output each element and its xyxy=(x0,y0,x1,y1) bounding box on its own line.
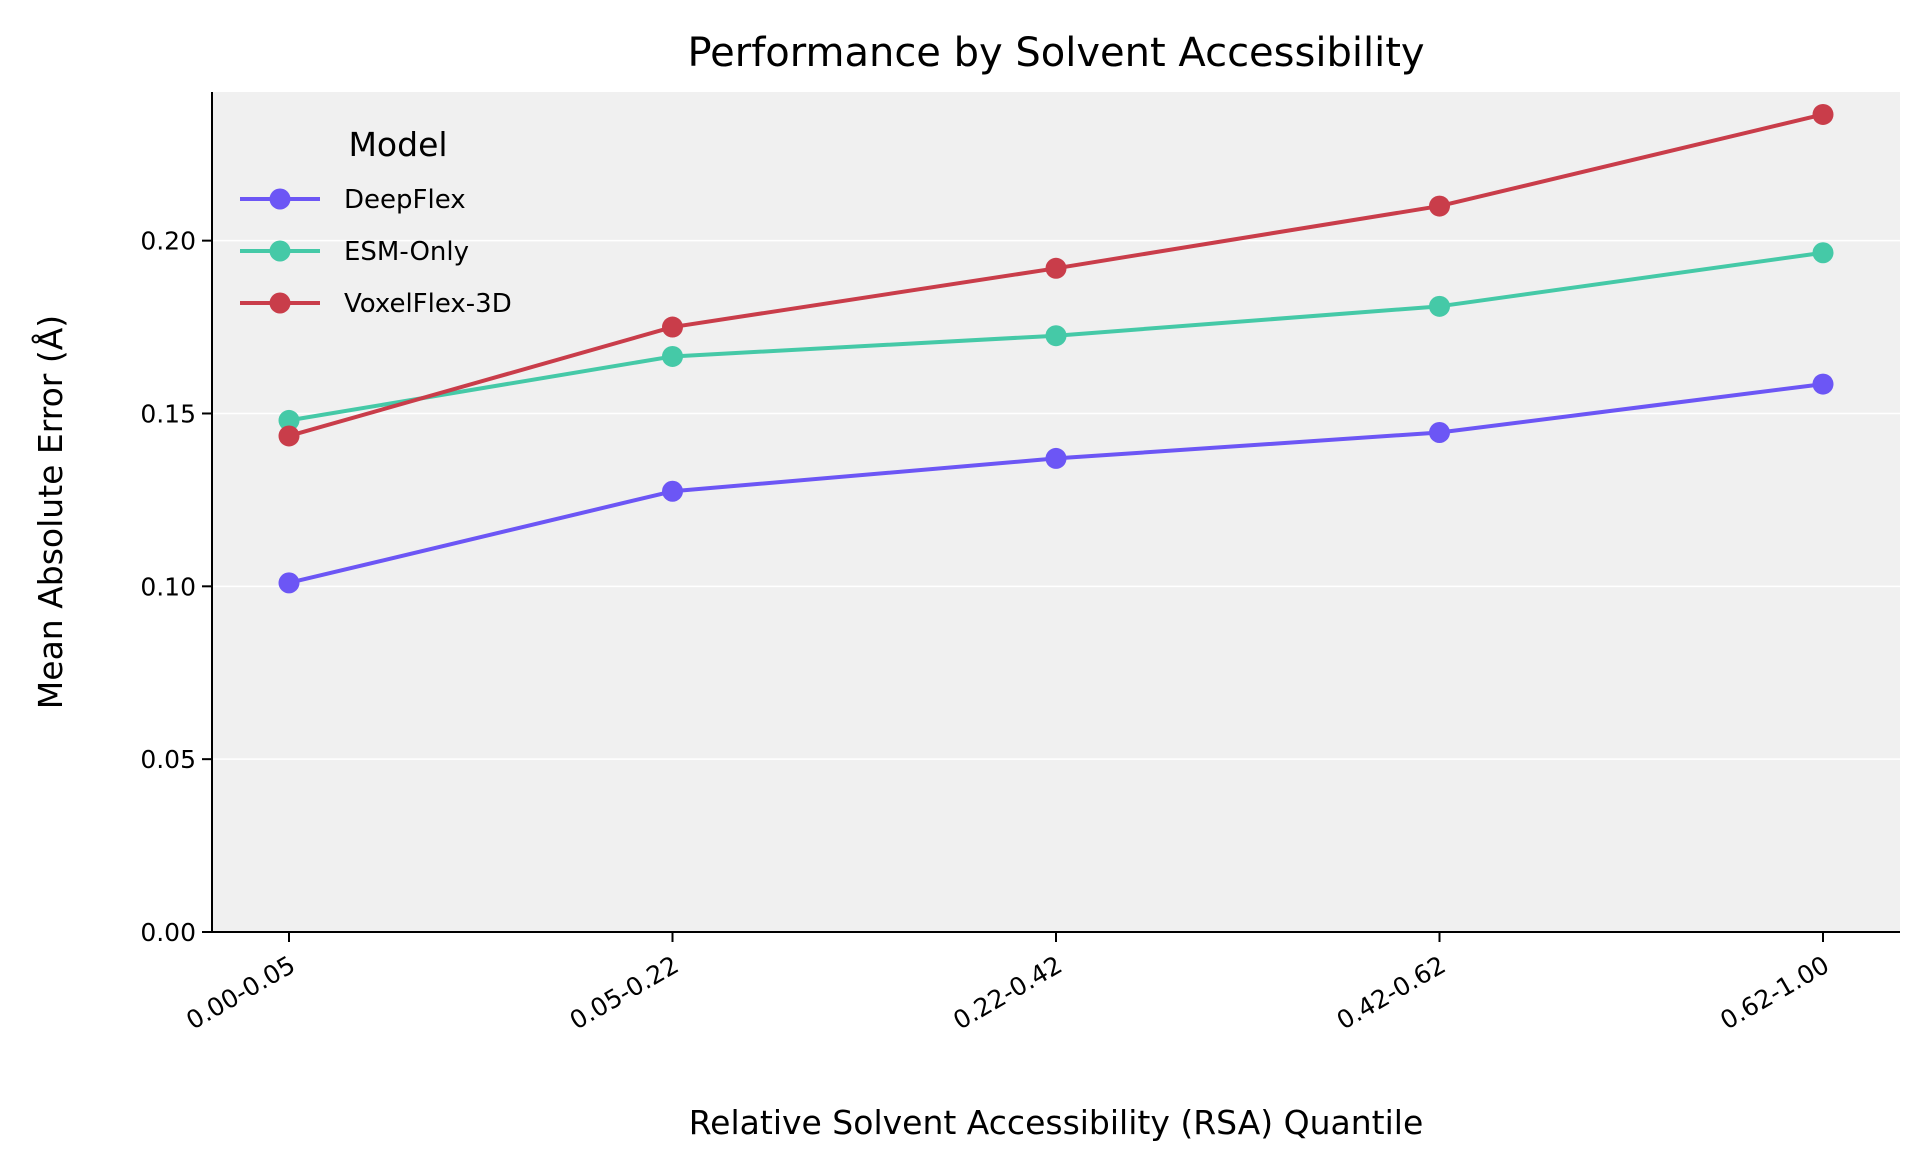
legend-label: VoxelFlex-3D xyxy=(344,289,512,319)
data-point-esm-only xyxy=(662,345,683,367)
data-point-deepflex xyxy=(662,480,683,502)
grid xyxy=(212,239,1900,760)
chart-title: Performance by Solvent Accessibility xyxy=(687,30,1424,76)
data-point-voxelflex-3d xyxy=(278,425,300,447)
data-point-esm-only xyxy=(1429,295,1450,317)
y-ticks: 0.00 0.05 0.10 0.15 0.20 xyxy=(140,227,212,947)
data-point-esm-only xyxy=(278,409,300,431)
x-axis-label: Relative Solvent Accessibility (RSA) Qua… xyxy=(689,1103,1424,1142)
y-tick-label: 0.15 xyxy=(140,399,196,428)
data-point-deepflex xyxy=(1429,421,1450,443)
data-point-voxelflex-3d xyxy=(1812,103,1834,125)
x-tick-label: 0.05-0.22 xyxy=(565,950,684,1035)
x-tick-label: 0.22-0.42 xyxy=(948,950,1067,1035)
plot-area xyxy=(212,92,1900,932)
legend-label: DeepFlex xyxy=(344,185,466,215)
legend: Model DeepFlex ESM-Only VoxelFlex-3D xyxy=(240,125,512,319)
data-point-voxelflex-3d xyxy=(662,316,683,338)
legend-marker xyxy=(269,188,291,210)
y-tick-label: 0.05 xyxy=(140,745,196,774)
data-point-voxelflex-3d xyxy=(1429,195,1450,217)
data-point-deepflex xyxy=(278,572,300,594)
data-point-esm-only xyxy=(1812,242,1834,264)
data-point-deepflex xyxy=(1812,373,1834,395)
y-tick-label: 0.00 xyxy=(140,918,196,947)
legend-label: ESM-Only xyxy=(344,237,469,267)
x-tick-label: 0.62-1.00 xyxy=(1715,950,1834,1035)
legend-marker xyxy=(269,240,291,262)
x-ticks: 0.00-0.05 0.05-0.22 0.22-0.42 0.42-0.62 0.62… xyxy=(181,932,1834,1035)
y-tick-label: 0.20 xyxy=(140,227,196,256)
series-layer xyxy=(278,103,1834,594)
y-axis-label: Mean Absolute Error (Å) xyxy=(30,315,70,709)
data-point-voxelflex-3d xyxy=(1045,257,1067,279)
x-tick-label: 0.00-0.05 xyxy=(181,950,300,1035)
data-point-deepflex xyxy=(1045,447,1067,469)
legend-marker xyxy=(269,292,291,314)
data-point-esm-only xyxy=(1045,325,1067,347)
legend-title: Model xyxy=(348,125,447,164)
x-tick-label: 0.42-0.62 xyxy=(1332,950,1451,1035)
y-tick-label: 0.10 xyxy=(140,572,196,601)
